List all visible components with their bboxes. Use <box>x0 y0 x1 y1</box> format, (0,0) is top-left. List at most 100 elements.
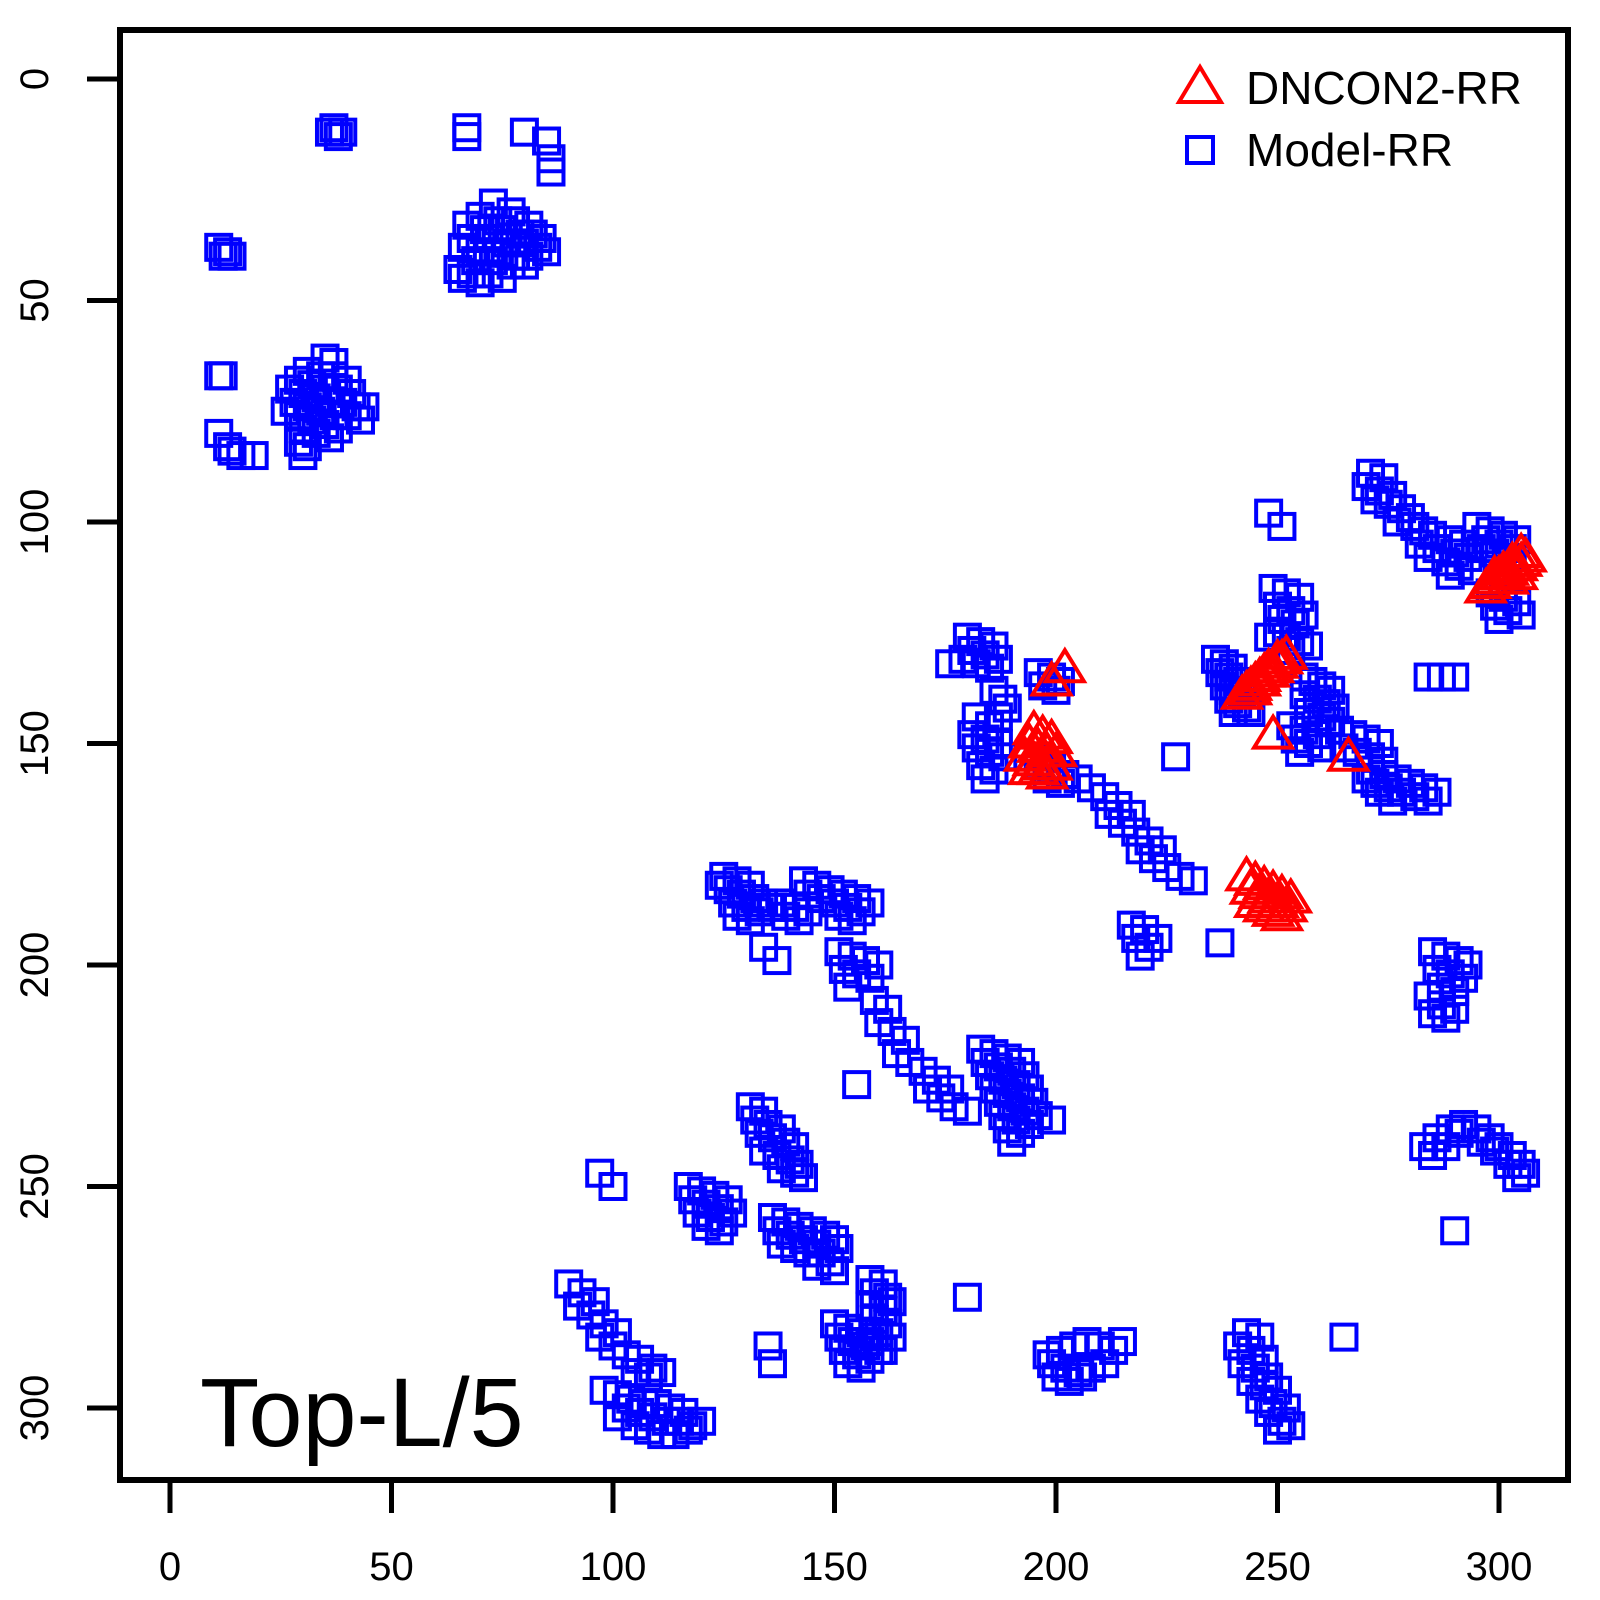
model-rr-point <box>762 946 792 976</box>
model-rr-point <box>1143 923 1173 953</box>
model-rr-point <box>820 1256 849 1286</box>
plot-border <box>117 27 1571 1483</box>
legend-label-dncon2-rr: DNCON2-RR <box>1246 62 1522 114</box>
legend: DNCON2-RR Model-RR <box>1175 62 1522 176</box>
model-rr-point <box>1285 737 1315 767</box>
dncon2-rr-point <box>1228 867 1274 905</box>
dncon2-rr-point <box>1042 646 1088 684</box>
model-rr-point <box>598 1172 628 1201</box>
model-rr-point <box>1006 1118 1036 1148</box>
model-rr-point <box>323 122 353 152</box>
x-tick-label: 0 <box>159 1545 181 1589</box>
dncon2-rr-point <box>1241 885 1287 923</box>
model-rr-point <box>1037 1105 1067 1135</box>
x-tick-label: 200 <box>1023 1545 1090 1589</box>
y-tick-label: 200 <box>13 932 57 999</box>
dncon2-rr-point <box>1489 540 1535 577</box>
model-rr-point <box>1484 604 1514 634</box>
model-rr-point <box>532 126 562 156</box>
y-axis: 0 50 100 150 200 250 300 <box>13 68 120 1442</box>
model-rr-point <box>678 1411 708 1441</box>
model-rr-point <box>1502 1163 1532 1193</box>
model-rr-point <box>1134 932 1164 962</box>
model-rr-point <box>323 414 353 444</box>
model-rr-point <box>217 436 247 466</box>
model-rr-point <box>1267 1406 1297 1436</box>
model-rr-point <box>319 113 349 143</box>
y-tick-label: 250 <box>13 1153 57 1220</box>
model-rr-point <box>465 268 495 298</box>
dncon2-rr-point <box>1471 553 1518 591</box>
model-rr-point <box>452 113 482 143</box>
dncon2-rr-point <box>1259 894 1305 932</box>
model-rr-point <box>877 1287 907 1317</box>
y-tick-label: 0 <box>13 68 57 90</box>
model-rr-point <box>1068 1362 1098 1392</box>
model-rr-point <box>1506 600 1536 630</box>
model-rr-point <box>452 122 482 152</box>
y-tick-label: 300 <box>13 1375 57 1442</box>
dncon2-rr-point <box>1028 659 1075 697</box>
model-rr-point <box>975 653 1005 683</box>
model-rr-point <box>1413 786 1443 816</box>
series-model-rr <box>204 113 1541 1450</box>
model-rr-point <box>855 888 885 918</box>
model-rr-point <box>1440 994 1470 1024</box>
dncon2-rr-point <box>1033 730 1079 768</box>
model-rr-point <box>1161 742 1191 772</box>
model-rr-point <box>1431 1003 1461 1033</box>
model-rr-point <box>514 241 544 271</box>
plot-annotation-top-l5: Top-L/5 <box>200 1358 524 1467</box>
model-rr-point <box>753 1331 783 1361</box>
model-rr-point <box>292 432 322 462</box>
model-rr-point <box>983 644 1013 674</box>
x-axis: 0 50 100 150 200 250 300 <box>159 1480 1533 1589</box>
dncon2-rr-point <box>1002 734 1048 772</box>
model-rr-point <box>1116 799 1146 829</box>
y-tick-label: 150 <box>13 710 57 777</box>
model-rr-point <box>314 117 344 147</box>
dncon2-rr-point <box>1232 881 1278 918</box>
model-rr-point <box>952 1282 982 1312</box>
model-rr-point <box>509 117 539 147</box>
series-dncon2-rr <box>1002 531 1549 932</box>
model-rr-point <box>868 1335 898 1365</box>
model-rr-point <box>992 693 1022 723</box>
model-rr-point <box>1125 941 1155 971</box>
dncon2-rr-point <box>1237 659 1283 697</box>
model-rr-point <box>1307 733 1337 763</box>
model-rr-point <box>952 1096 982 1126</box>
data-points <box>204 113 1549 1450</box>
y-tick-label: 100 <box>13 489 57 556</box>
dncon2-rr-point <box>1223 854 1270 892</box>
dncon2-rr-point <box>1250 712 1296 750</box>
model-rr-point <box>837 906 867 936</box>
model-rr-point <box>1422 777 1452 807</box>
y-tick-label: 50 <box>13 278 57 323</box>
x-tick-label: 50 <box>369 1545 414 1589</box>
x-tick-label: 150 <box>801 1545 868 1589</box>
dncon2-rr-point <box>1250 890 1296 927</box>
model-rr-point <box>213 237 243 267</box>
model-rr-point <box>456 259 486 289</box>
model-rr-point <box>1263 1415 1292 1445</box>
dncon2-rr-point <box>1228 668 1274 706</box>
model-rr-point <box>824 1234 854 1264</box>
x-tick-label: 300 <box>1466 1545 1533 1589</box>
model-rr-point <box>935 1074 965 1104</box>
model-rr-point <box>757 1349 787 1379</box>
model-rr-point <box>638 1353 668 1383</box>
legend-triangle-icon <box>1175 63 1225 104</box>
model-rr-point <box>345 405 375 435</box>
model-rr-point <box>239 441 269 471</box>
dncon2-rr-point <box>1485 557 1531 595</box>
model-rr-point <box>1435 560 1465 590</box>
model-rr-point <box>864 950 894 980</box>
model-rr-point <box>1378 786 1408 816</box>
x-tick-label: 100 <box>580 1545 647 1589</box>
model-rr-point <box>288 441 318 471</box>
model-rr-point <box>970 764 1000 794</box>
model-rr-point <box>687 1406 717 1436</box>
model-rr-point <box>788 1163 818 1193</box>
